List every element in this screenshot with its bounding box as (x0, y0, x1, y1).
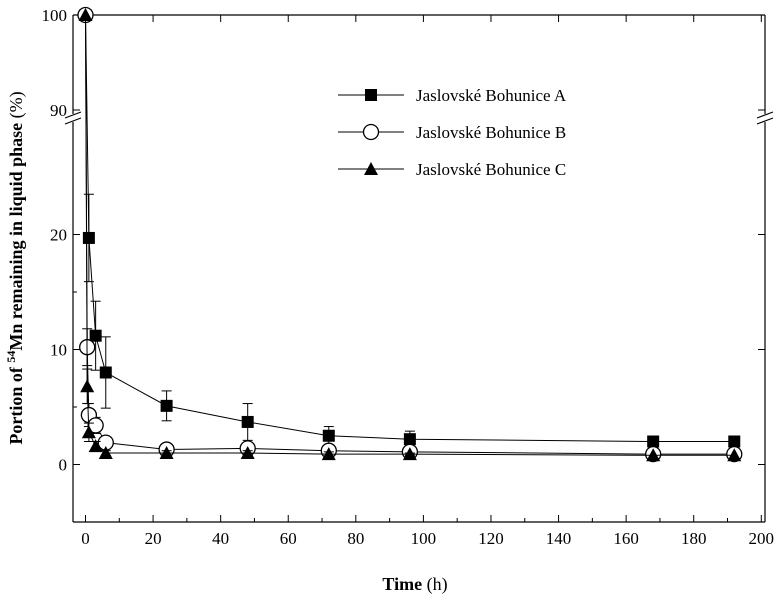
y-axis-title-superscript: 54 (4, 351, 18, 363)
marker-square (647, 435, 660, 448)
marker-square (99, 366, 112, 379)
marker-triangle (80, 379, 95, 393)
y-tick-label: 20 (50, 226, 67, 245)
series-2 (77, 6, 743, 463)
x-tick-label: 120 (478, 529, 504, 548)
legend: Jaslovské Bohunice A Jaslovské Bohunice B… (338, 86, 567, 179)
y-tick-label: 0 (59, 456, 68, 475)
marker-circle (362, 123, 380, 141)
marker-triangle (240, 446, 255, 459)
legend-label: Jaslovské Bohunice C (416, 160, 566, 179)
marker-square (728, 435, 741, 448)
marker-square (160, 399, 173, 412)
marker-triangle (364, 162, 378, 175)
series-layer (77, 6, 743, 463)
marker-square (89, 329, 102, 342)
x-tick-label: 200 (749, 529, 775, 548)
marker-square (82, 231, 95, 244)
x-tick-label: 80 (347, 529, 364, 548)
x-tick-label: 40 (212, 529, 229, 548)
series-1 (79, 9, 741, 448)
marker-square (365, 89, 377, 101)
y-tick-label: 90 (50, 101, 67, 120)
marker-square (241, 415, 254, 428)
y-axis-title-prefix: Portion of (6, 363, 26, 445)
series-line (85, 14, 735, 442)
x-tick-label: 160 (613, 529, 639, 548)
y-axis-title-unit: (%) (6, 91, 27, 118)
legend-label: Jaslovské Bohunice A (416, 86, 567, 105)
y-axis-title-suffix: Mn remaining in liquid phase (6, 123, 26, 351)
legend-label: Jaslovské Bohunice B (416, 123, 566, 142)
series-3 (78, 8, 742, 462)
x-axis-title-unit: (h) (427, 574, 448, 595)
right-axis-break-mark (756, 117, 774, 125)
series-line (85, 14, 735, 456)
marker-square (403, 433, 416, 446)
marker-triangle (321, 447, 336, 461)
x-tick-label: 140 (546, 529, 572, 548)
legend-item-3: Jaslovské Bohunice C (338, 160, 566, 179)
x-axis-title-main: Time (382, 574, 422, 594)
plot-frame (64, 14, 774, 523)
marker-triangle (98, 446, 113, 459)
marker-triangle (402, 447, 417, 461)
legend-item-2: Jaslovské Bohunice B (338, 123, 566, 142)
y-axis-title: Portion of 54Mn remaining in liquid phas… (4, 91, 27, 444)
marker-triangle (159, 446, 174, 459)
x-tick-label: 100 (411, 529, 437, 548)
marker-triangle (81, 425, 96, 439)
x-tick-label: 20 (145, 529, 162, 548)
legend-item-1: Jaslovské Bohunice A (338, 86, 567, 105)
marker-triangle (646, 448, 661, 462)
y-tick-label: 10 (50, 341, 67, 360)
right-axis-break-mark (756, 111, 774, 119)
y-tick-label: 100 (42, 6, 68, 25)
marker-triangle (727, 448, 742, 462)
left-axis-break-mark (64, 117, 82, 125)
series-line (85, 14, 735, 455)
axis-ticks: 0 20 40 60 80 100 120 140 160 180 200 0 10 20 90 100 (42, 6, 775, 548)
marker-square (322, 429, 335, 442)
x-axis-title: Time (h) (382, 574, 447, 595)
x-tick-label: 180 (681, 529, 707, 548)
x-tick-label: 60 (280, 529, 297, 548)
marker-triangle (88, 439, 103, 453)
marker-triangle (78, 8, 93, 21)
x-tick-label: 0 (81, 529, 90, 548)
left-axis-break-mark (64, 111, 82, 119)
